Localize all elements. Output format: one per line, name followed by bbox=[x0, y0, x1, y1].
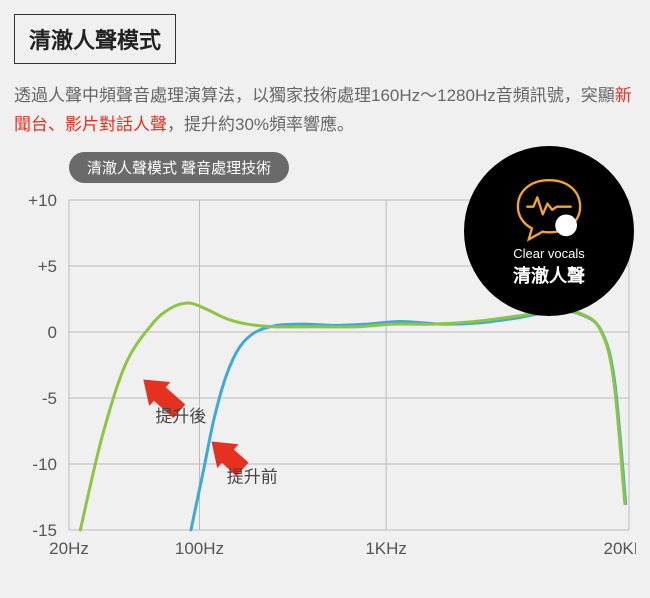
x-tick-label: 20Hz bbox=[49, 539, 89, 558]
description: 透過人聲中頻聲音處理演算法，以獨家技術處理160Hz〜1280Hz音頻訊號，突顯… bbox=[14, 82, 636, 140]
x-tick-label: 1KHz bbox=[365, 539, 407, 558]
chart-area: 清澈人聲模式 聲音處理技術 Clear vocals 清澈人聲 -15 -10 -5… bbox=[14, 152, 636, 562]
speech-bubble-icon bbox=[509, 174, 589, 244]
y-tick-label: +5 bbox=[38, 257, 57, 276]
clear-vocals-badge: Clear vocals 清澈人聲 bbox=[464, 146, 634, 316]
desc-pre: 透過人聲中頻聲音處理演算法，以獨家技術處理160Hz〜1280Hz音頻訊號，突顯 bbox=[14, 86, 615, 105]
badge-zh-label: 清澈人聲 bbox=[513, 262, 585, 288]
badge-en-label: Clear vocals bbox=[513, 246, 585, 261]
y-tick-label: +10 bbox=[28, 191, 57, 210]
title-box: 清澈人聲模式 bbox=[14, 14, 176, 64]
y-tick-label: 0 bbox=[48, 323, 57, 342]
page-title: 清澈人聲模式 bbox=[29, 23, 161, 55]
y-tick-label: -15 bbox=[32, 521, 57, 540]
arrow-label-after: 提升後 bbox=[155, 407, 206, 426]
y-tick-label: -5 bbox=[42, 389, 57, 408]
desc-post: ，提升約30%頻率響應。 bbox=[167, 115, 354, 134]
arrow-label-before: 提升前 bbox=[227, 467, 278, 486]
chart-pill-label: 清澈人聲模式 聲音處理技術 bbox=[69, 152, 289, 183]
x-tick-label: 20KHz bbox=[603, 539, 636, 558]
curve-before bbox=[191, 311, 626, 530]
y-tick-label: -10 bbox=[32, 455, 57, 474]
x-tick-label: 100Hz bbox=[175, 539, 224, 558]
